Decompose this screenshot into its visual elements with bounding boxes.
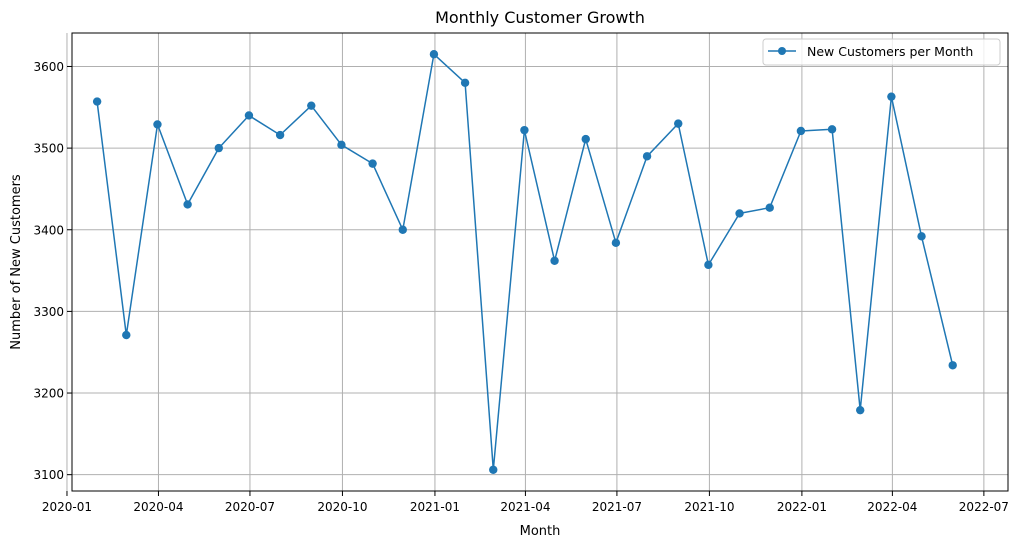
data-point — [489, 465, 498, 474]
data-point — [520, 125, 529, 135]
series — [92, 50, 957, 474]
data-point — [796, 126, 806, 136]
y-tick-label: 3400 — [33, 223, 64, 237]
y-axis-label: Number of New Customers — [9, 174, 24, 350]
data-point — [917, 232, 926, 241]
data-point — [307, 101, 316, 110]
y-tick-label: 3200 — [33, 387, 64, 401]
data-point — [948, 361, 957, 370]
x-tick-label: 2022-04 — [867, 500, 917, 514]
data-point — [244, 111, 254, 120]
data-point — [368, 159, 377, 168]
data-point — [735, 209, 744, 218]
data-point — [704, 260, 713, 270]
x-tick-label: 2020-07 — [225, 500, 275, 514]
data-point — [611, 238, 621, 248]
y-tick-label: 3300 — [33, 305, 64, 319]
grid — [66, 33, 1008, 491]
y-tick-label: 3600 — [33, 60, 64, 74]
data-point — [153, 120, 162, 129]
data-point — [887, 92, 896, 101]
data-point — [214, 143, 223, 153]
x-tick-label: 2021-10 — [684, 500, 734, 514]
x-tick-label: 2020-04 — [133, 500, 183, 514]
x-tick-label: 2021-04 — [500, 500, 550, 514]
data-point — [674, 119, 683, 128]
x-tick-label: 2022-07 — [959, 500, 1009, 514]
x-tick-label: 2020-10 — [317, 500, 367, 514]
y-tick-label: 3500 — [33, 142, 64, 156]
x-tick-label: 2021-01 — [410, 500, 460, 514]
data-point — [398, 225, 407, 234]
x-tick-label: 2021-07 — [592, 500, 642, 514]
data-point — [429, 50, 439, 59]
data-point — [765, 203, 774, 212]
y-axis: 3100 3200 3300 3400 3500 3600 — [33, 60, 72, 482]
x-tick-label: 2020-01 — [42, 500, 92, 514]
data-point — [856, 405, 865, 415]
data-point — [122, 330, 131, 340]
data-point — [337, 140, 346, 150]
x-axis-label: Month — [520, 524, 561, 539]
x-axis: 2020-01 2020-04 2020-07 2020-10 2021-01 2021-… — [42, 491, 1009, 514]
series-line — [96, 53, 954, 471]
data-point — [460, 78, 470, 88]
data-point — [550, 256, 559, 265]
y-tick-label: 3100 — [33, 468, 64, 482]
data-point — [183, 200, 192, 209]
data-point — [581, 134, 590, 144]
data-point — [827, 125, 837, 134]
chart-title: Monthly Customer Growth — [435, 8, 645, 27]
plot-area — [71, 32, 1009, 492]
data-point — [642, 152, 652, 161]
legend: New Customers per Month — [762, 38, 1001, 66]
data-point — [275, 130, 285, 140]
legend-box — [762, 38, 1001, 66]
data-point — [92, 97, 102, 106]
legend-label: New Customers per Month — [807, 44, 973, 59]
x-tick-label: 2022-01 — [777, 500, 827, 514]
legend-point-marker — [778, 47, 786, 55]
